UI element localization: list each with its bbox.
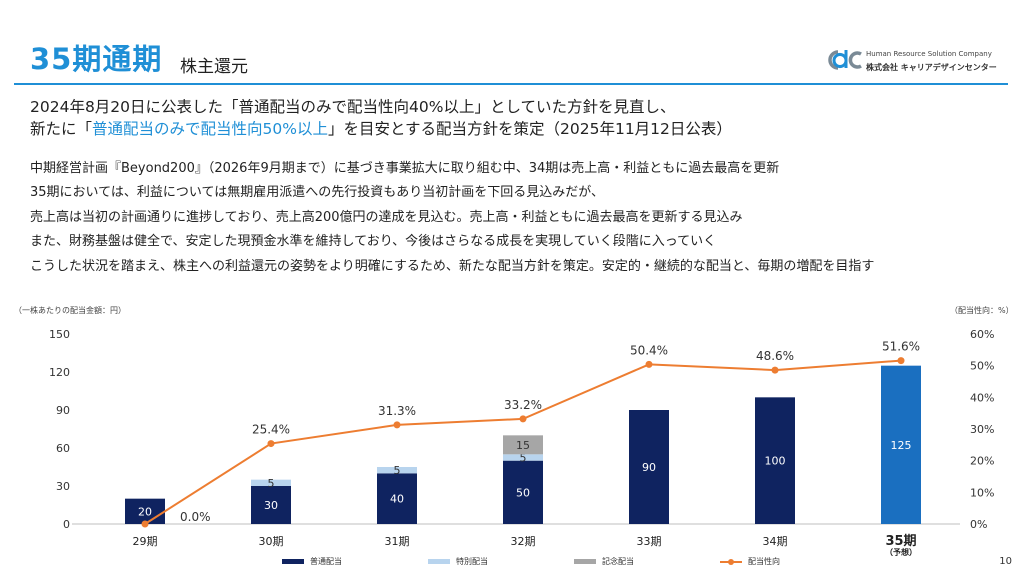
bar-value-label: 125 — [891, 439, 912, 452]
bar-value-label: 90 — [642, 461, 656, 474]
category-label: 30期 — [259, 535, 284, 548]
bar-segment — [251, 479, 291, 486]
bar-value-label: 30 — [264, 499, 278, 512]
legend-swatch-payout — [720, 558, 742, 565]
logo-text-en: Human Resource Solution Company — [866, 50, 992, 58]
category-note: （予想） — [885, 547, 917, 556]
company-logo-icon — [828, 50, 862, 70]
left-axis-label: （一株あたりの配当金額：円） — [14, 306, 126, 315]
bar-segment — [755, 397, 795, 524]
bar-segment — [503, 460, 543, 524]
lead-highlight: 普通配当のみで配当性向50%以上 — [92, 120, 328, 138]
bar-value-label: 40 — [390, 493, 404, 506]
category-label: 32期 — [511, 535, 536, 548]
legend-label-payout: 配当性向 — [748, 557, 780, 566]
payout-ratio-point — [771, 366, 779, 374]
bar-segment — [503, 435, 543, 455]
payout-ratio-label: 51.6% — [882, 340, 920, 354]
y-left-tick-label: 60 — [56, 442, 70, 455]
bar-segment — [629, 410, 669, 524]
page-number: 10 — [999, 556, 1012, 567]
y-left-tick-label: 150 — [49, 328, 70, 341]
legend-swatch-special — [428, 559, 450, 564]
bar-segment — [377, 467, 417, 474]
legend-swatch-commemorative — [574, 559, 596, 564]
category-label: 31期 — [385, 535, 410, 548]
bar-segment — [503, 454, 543, 461]
category-label: 33期 — [637, 535, 662, 548]
logo-text-jp: 株式会社 キャリアデザインセンター — [866, 63, 997, 72]
payout-ratio-point — [393, 421, 401, 429]
bar-value-label: 20 — [138, 505, 152, 518]
payout-ratio-point — [267, 440, 275, 448]
lead-line-2-suffix: 」を目安とする配当方針を策定（2025年11月12日公表） — [327, 120, 732, 138]
payout-ratio-label: 48.6% — [756, 349, 794, 363]
bar-value-label: 50 — [516, 486, 530, 499]
y-right-tick-label: 60% — [970, 328, 994, 341]
y-right-tick-label: 40% — [970, 391, 994, 404]
y-right-tick-label: 10% — [970, 486, 994, 499]
body-line-5: こうした状況を踏まえ、株主への利益還元の姿勢をより明確にするため、新たな配当方針… — [30, 259, 875, 274]
bar-segment — [377, 473, 417, 524]
category-label: 29期 — [133, 535, 158, 548]
y-left-tick-label: 30 — [56, 480, 70, 493]
bar-value-label: 100 — [765, 455, 786, 468]
page-subtitle: 株主還元 — [180, 57, 248, 77]
lead-line-2: 新たに「普通配当のみで配当性向50%以上」を目安とする配当方針を策定（2025年… — [30, 117, 732, 139]
bar-value-label: 15 — [516, 439, 530, 452]
y-right-tick-label: 20% — [970, 455, 994, 468]
legend-item-special: 特別配当 — [428, 556, 488, 567]
bar-segment — [125, 498, 165, 524]
category-label: 34期 — [763, 535, 788, 548]
body-line-1: 中期経営計画『Beyond200』（2026年9月期まで）に基づき事業拡大に取り… — [30, 161, 780, 176]
bar-value-label: 5 — [394, 464, 401, 477]
page-title: 35期通期 — [30, 42, 163, 76]
bar-value-label: 5 — [520, 452, 527, 465]
y-left-tick-label: 90 — [56, 404, 70, 417]
header: 35期通期 株主還元 Human Resource Solution Compa… — [0, 0, 1024, 86]
payout-ratio-point — [645, 360, 653, 368]
legend-label-special: 特別配当 — [456, 557, 488, 566]
legend-label-ordinary: 普通配当 — [310, 557, 342, 566]
lead-line-1: 2024年8月20日に公表した「普通配当のみで配当性向40%以上」としていた方針… — [30, 98, 676, 116]
body-line-3: 売上高は当初の計画通りに進捗しており、売上高200億円の達成を見込む。売上高・利… — [30, 210, 743, 225]
payout-ratio-label: 25.4% — [252, 423, 290, 437]
legend-item-payout: 配当性向 — [720, 556, 780, 567]
body-line-2: 35期においては、利益については無期雇用派遣への先行投資もあり当初計画を下回る見… — [30, 185, 604, 200]
y-right-tick-label: 0% — [970, 518, 987, 531]
dividend-chart: 0 30 60 90 120 150 0% 10% 20% 30% 40% 50% 60% 20 29期 30… — [49, 328, 994, 556]
right-axis-label: （配当性向：%） — [950, 306, 1014, 315]
payout-ratio-point — [897, 357, 905, 365]
legend-item-commemorative: 記念配当 — [574, 556, 634, 567]
bar-value-label: 5 — [268, 477, 275, 490]
payout-ratio-point — [519, 415, 527, 423]
category-label: 35期 — [885, 534, 916, 549]
payout-ratio-label: 50.4% — [630, 343, 668, 357]
payout-ratio-point — [141, 520, 149, 528]
legend-item-ordinary: 普通配当 — [282, 556, 342, 567]
y-right-tick-label: 50% — [970, 360, 994, 373]
title-divider — [14, 83, 1008, 85]
y-left-tick-label: 0 — [63, 518, 70, 531]
payout-ratio-label: 31.3% — [378, 404, 416, 418]
y-right-tick-label: 30% — [970, 423, 994, 436]
bar-segment — [881, 365, 921, 524]
y-left-tick-label: 120 — [49, 366, 70, 379]
legend-swatch-ordinary — [282, 559, 304, 564]
body-line-4: また、財務基盤は健全で、安定した現預金水準を維持しており、今後はさらなる成長を実… — [30, 234, 717, 249]
legend-label-commemorative: 記念配当 — [602, 557, 634, 566]
payout-ratio-label: 33.2% — [504, 398, 542, 412]
payout-ratio-label: 0.0% — [180, 510, 211, 524]
lead-line-2-prefix: 新たに「 — [30, 120, 93, 138]
bar-segment — [251, 486, 291, 524]
